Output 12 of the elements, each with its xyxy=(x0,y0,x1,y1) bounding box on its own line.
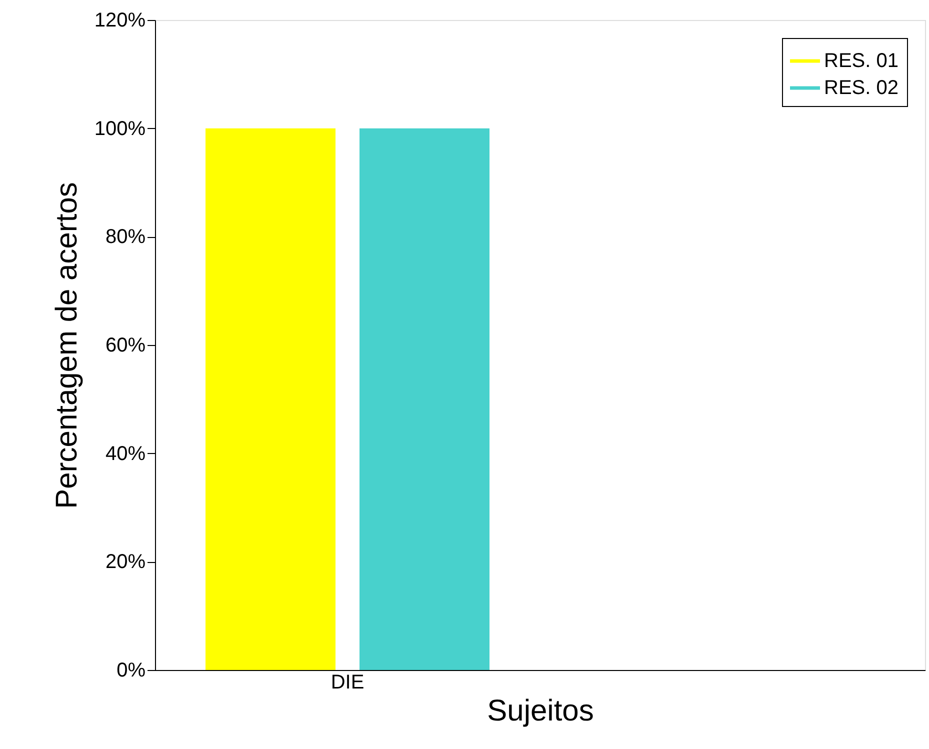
y-axis-title: Percentagem de acertos xyxy=(50,182,84,509)
y-tick-label: 40% xyxy=(105,442,146,465)
x-axis-title: Sujeitos xyxy=(487,694,594,728)
y-tick-label: 20% xyxy=(105,551,146,574)
legend-label: RES. 01 xyxy=(824,50,898,72)
y-tick-label: 0% xyxy=(116,660,146,682)
y-tick-label: 80% xyxy=(105,226,146,248)
x-tick-label: DIE xyxy=(330,672,364,694)
legend-label: RES. 02 xyxy=(824,77,898,99)
y-tick-label: 100% xyxy=(94,118,146,140)
y-tick-label: 60% xyxy=(105,334,146,356)
y-tick-label: 120% xyxy=(94,10,146,32)
